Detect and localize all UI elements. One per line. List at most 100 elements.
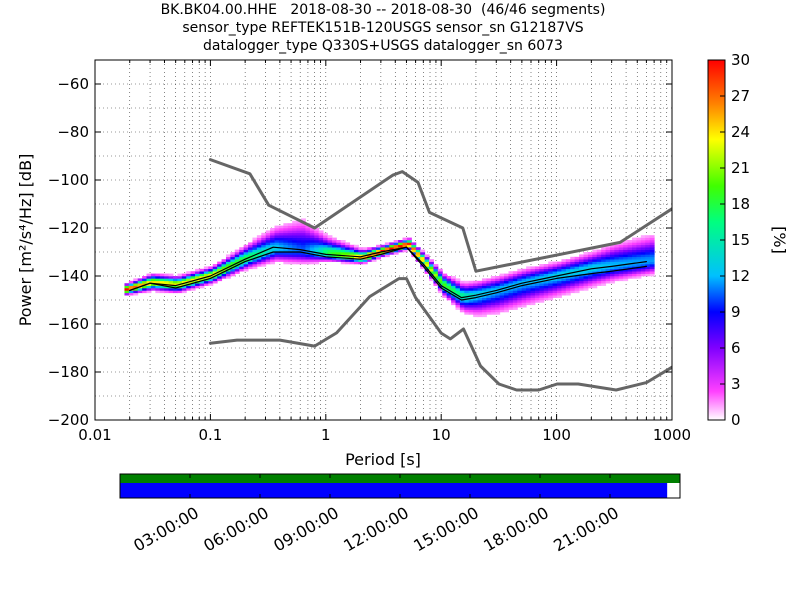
- density-cell: [645, 252, 651, 255]
- density-cell: [587, 256, 593, 260]
- density-cell: [305, 256, 311, 260]
- density-cell: [243, 244, 249, 248]
- density-cell: [331, 247, 337, 250]
- density-cell: [565, 285, 571, 289]
- density-cell: [504, 283, 509, 286]
- density-cell: [574, 268, 580, 272]
- density-cell: [437, 278, 443, 282]
- density-cell: [331, 249, 337, 253]
- density-cell: [632, 259, 637, 262]
- density-cell: [570, 283, 576, 286]
- density-cell: [345, 252, 351, 255]
- density-cell: [278, 225, 284, 229]
- density-cell: [124, 290, 130, 294]
- density-cell: [353, 256, 359, 260]
- density-cell: [362, 261, 368, 265]
- density-cell: [314, 254, 320, 258]
- density-cell: [609, 259, 615, 262]
- density-cell: [512, 302, 518, 306]
- density-cell: [517, 295, 523, 298]
- density-cell: [274, 225, 280, 229]
- density-cell: [623, 261, 629, 265]
- density-cell: [424, 259, 430, 262]
- density-cell: [623, 244, 629, 248]
- y-tick-label: −60: [57, 75, 89, 93]
- density-cell: [587, 266, 593, 270]
- density-cell: [587, 271, 593, 274]
- density-cell: [565, 259, 571, 262]
- density-cell: [534, 271, 540, 274]
- density-cell: [393, 242, 399, 246]
- density-cell: [455, 297, 461, 301]
- density-cell: [296, 259, 302, 262]
- density-cell: [212, 280, 218, 284]
- density-cell: [309, 249, 315, 253]
- colorbar-tick-label: 18: [731, 195, 750, 213]
- density-cell: [596, 278, 602, 282]
- density-cell: [451, 290, 456, 294]
- density-cell: [296, 220, 302, 224]
- density-cell: [521, 278, 527, 282]
- density-cell: [477, 280, 483, 284]
- density-cell: [565, 268, 571, 272]
- density-cell: [451, 292, 456, 296]
- density-cell: [543, 292, 549, 296]
- density-cell: [508, 288, 514, 291]
- density-cell: [186, 276, 192, 279]
- density-cell: [459, 307, 465, 310]
- density-cell: [481, 297, 487, 301]
- density-cell: [636, 268, 642, 272]
- density-cell: [314, 256, 320, 260]
- colorbar-tick-label: 12: [731, 267, 750, 285]
- density-cell: [318, 259, 324, 262]
- density-cell: [486, 283, 492, 286]
- density-cell: [243, 266, 249, 270]
- y-axis: −200 −180 −160 −140 −120 −100 −80 −60: [48, 75, 672, 429]
- density-cell: [256, 242, 262, 246]
- density-cell: [481, 307, 487, 310]
- density-cell: [605, 259, 611, 262]
- density-cell: [539, 266, 545, 270]
- density-cell: [301, 254, 306, 258]
- density-cell: [601, 283, 607, 286]
- density-cell: [225, 259, 231, 262]
- density-cell: [464, 290, 470, 294]
- density-cell: [265, 242, 271, 246]
- density-cell: [301, 240, 306, 243]
- density-cell: [557, 285, 562, 289]
- density-cell: [579, 271, 585, 274]
- density-cell: [309, 256, 315, 260]
- density-cell: [252, 252, 258, 255]
- density-cell: [287, 232, 293, 236]
- density-cell: [296, 240, 302, 243]
- density-cell: [314, 228, 320, 231]
- density-cell: [552, 261, 558, 265]
- density-cell: [640, 268, 646, 272]
- density-cell: [173, 288, 178, 291]
- density-cell: [261, 244, 267, 248]
- colorbar-label: [%]: [770, 226, 789, 254]
- density-cell: [477, 288, 483, 291]
- density-cell: [609, 261, 615, 265]
- density-cell: [521, 290, 527, 294]
- density-cell: [446, 285, 452, 289]
- density-cell: [314, 232, 320, 236]
- density-cell: [490, 295, 496, 298]
- density-cell: [459, 297, 465, 301]
- density-cell: [614, 278, 620, 282]
- density-cell: [230, 268, 236, 272]
- density-cell: [548, 290, 554, 294]
- density-cell: [336, 247, 342, 250]
- density-cell: [504, 292, 509, 296]
- density-cell: [601, 280, 607, 284]
- density-cell: [287, 230, 293, 234]
- density-cell: [640, 261, 646, 265]
- density-cell: [340, 261, 346, 265]
- density-cell: [429, 278, 434, 282]
- density-cell: [601, 273, 607, 277]
- density-cell: [543, 266, 549, 270]
- density-cell: [530, 273, 536, 277]
- density-cell: [517, 271, 523, 274]
- density-cell: [252, 237, 258, 241]
- density-cell: [548, 295, 554, 298]
